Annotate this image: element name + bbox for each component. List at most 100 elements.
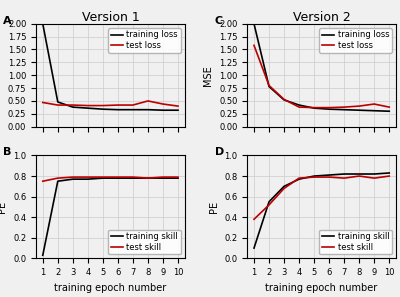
Title: Version 1: Version 1 — [82, 11, 139, 24]
test skill — [267, 203, 272, 207]
test loss — [387, 105, 392, 109]
test skill — [387, 174, 392, 178]
test loss — [100, 104, 105, 107]
training loss — [100, 108, 105, 111]
test skill — [297, 176, 302, 180]
Line: training loss: training loss — [43, 24, 178, 110]
training skill — [160, 176, 165, 180]
training skill — [40, 254, 45, 257]
training loss — [297, 103, 302, 107]
test loss — [372, 102, 377, 106]
training loss — [387, 110, 392, 113]
test skill — [357, 174, 362, 178]
test skill — [176, 175, 180, 179]
training skill — [342, 172, 346, 176]
training skill — [282, 184, 286, 188]
test loss — [130, 103, 135, 107]
Line: test skill: test skill — [254, 176, 389, 219]
training skill — [146, 176, 150, 180]
test skill — [372, 176, 377, 180]
test skill — [116, 175, 120, 179]
test loss — [176, 104, 180, 108]
test loss — [160, 102, 165, 106]
test loss — [282, 98, 286, 101]
training loss — [342, 108, 346, 111]
training skill — [387, 171, 392, 175]
training skill — [86, 177, 90, 181]
X-axis label: training epoch number: training epoch number — [54, 283, 166, 293]
Line: training skill: training skill — [43, 178, 178, 255]
Y-axis label: PE: PE — [0, 201, 8, 213]
test loss — [342, 105, 346, 109]
training skill — [312, 174, 316, 178]
training loss — [40, 22, 45, 26]
Text: A: A — [3, 15, 12, 26]
training skill — [130, 176, 135, 180]
test loss — [297, 105, 302, 109]
test skill — [40, 179, 45, 183]
test skill — [282, 187, 286, 190]
test skill — [146, 176, 150, 180]
Line: training skill: training skill — [254, 173, 389, 248]
training skill — [372, 172, 377, 176]
test loss — [252, 44, 256, 47]
test skill — [160, 175, 165, 179]
training loss — [146, 108, 150, 111]
test skill — [312, 175, 316, 179]
training skill — [297, 177, 302, 181]
test loss — [146, 99, 150, 103]
test skill — [252, 217, 256, 221]
test skill — [70, 175, 75, 179]
training skill — [327, 173, 332, 177]
test loss — [327, 106, 332, 109]
Y-axis label: PE: PE — [209, 201, 219, 213]
training loss — [312, 106, 316, 110]
X-axis label: training epoch number: training epoch number — [266, 283, 378, 293]
training loss — [327, 108, 332, 111]
training loss — [130, 108, 135, 111]
test skill — [130, 175, 135, 179]
test skill — [86, 175, 90, 179]
training skill — [100, 176, 105, 180]
Legend: training loss, test loss: training loss, test loss — [108, 28, 180, 53]
training skill — [116, 176, 120, 180]
test loss — [55, 103, 60, 107]
training loss — [252, 22, 256, 26]
test loss — [357, 104, 362, 108]
training loss — [372, 109, 377, 113]
training skill — [55, 179, 60, 183]
test loss — [267, 84, 272, 87]
Legend: training loss, test loss: training loss, test loss — [319, 28, 392, 53]
training skill — [176, 176, 180, 180]
training loss — [116, 108, 120, 111]
training loss — [55, 100, 60, 104]
training loss — [176, 108, 180, 112]
training skill — [70, 177, 75, 181]
Line: test loss: test loss — [254, 45, 389, 108]
test skill — [55, 176, 60, 180]
Line: test loss: test loss — [43, 101, 178, 106]
test skill — [342, 176, 346, 180]
training loss — [86, 106, 90, 110]
Text: B: B — [3, 147, 12, 157]
training loss — [357, 108, 362, 112]
Text: C: C — [214, 15, 223, 26]
Line: test skill: test skill — [43, 177, 178, 181]
training loss — [70, 105, 75, 109]
test loss — [312, 106, 316, 109]
Title: Version 2: Version 2 — [293, 11, 350, 24]
Y-axis label: MSE: MSE — [0, 65, 2, 86]
training loss — [267, 85, 272, 88]
test loss — [86, 104, 90, 107]
test loss — [70, 103, 75, 107]
Y-axis label: MSE: MSE — [204, 65, 214, 86]
Legend: training skill, test skill: training skill, test skill — [319, 230, 392, 254]
test skill — [327, 175, 332, 179]
test skill — [100, 175, 105, 179]
training loss — [160, 108, 165, 112]
Line: training loss: training loss — [254, 24, 389, 111]
training skill — [252, 246, 256, 250]
training loss — [282, 98, 286, 102]
test loss — [116, 103, 120, 107]
training skill — [357, 172, 362, 176]
